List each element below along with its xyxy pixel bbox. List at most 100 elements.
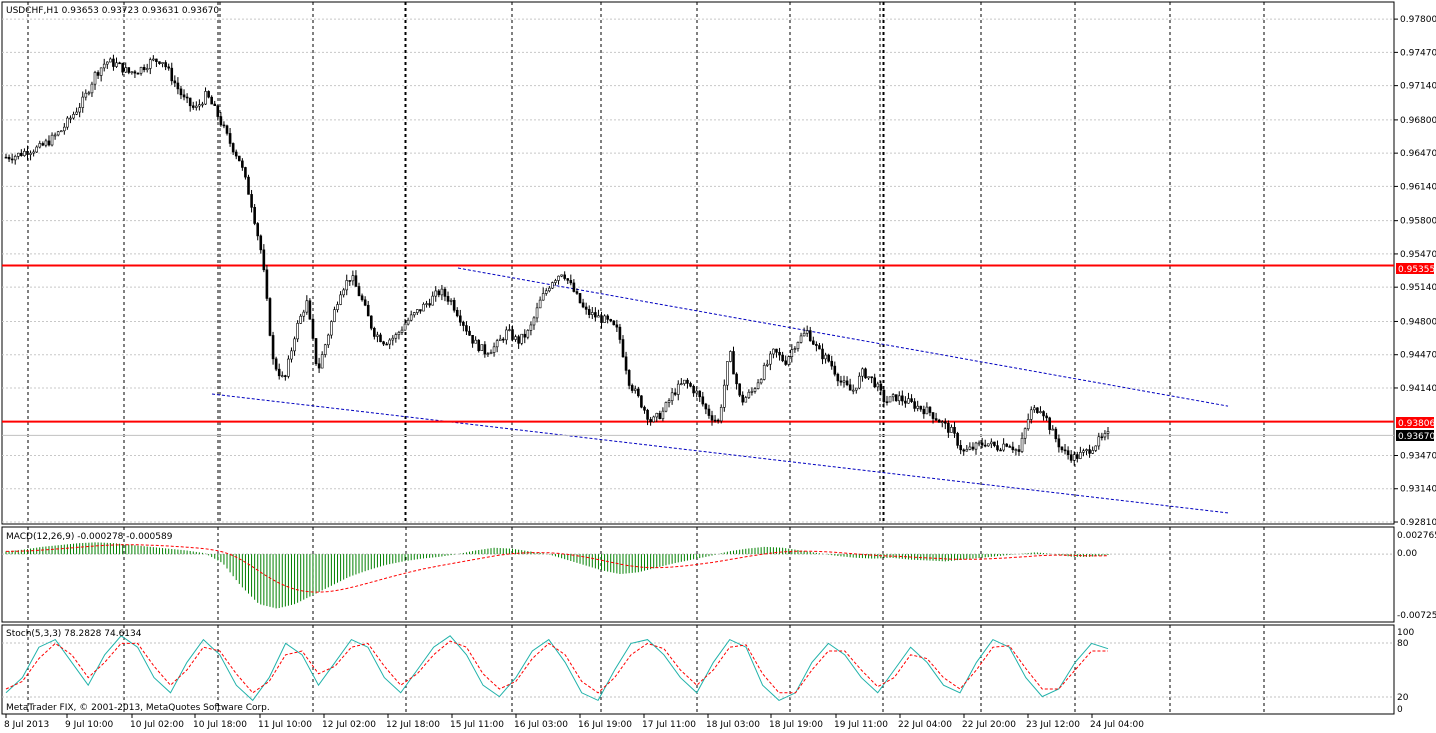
candle-body — [219, 116, 223, 126]
main-price-panel[interactable] — [1, 1, 1395, 525]
candle-body — [471, 335, 474, 344]
candle-body — [459, 315, 462, 323]
candle-body — [1094, 445, 1098, 451]
stoch-panel[interactable] — [1, 624, 1395, 715]
candle-body — [1002, 443, 1005, 451]
candle-body — [284, 375, 287, 377]
candle-body — [560, 274, 563, 277]
candle-body — [993, 441, 996, 446]
candle-body — [726, 361, 729, 386]
candle-body — [1060, 446, 1064, 451]
time-tick-label: 9 Jul 10:00 — [65, 720, 114, 730]
macd-histogram — [2, 542, 1394, 609]
candle-body — [394, 334, 398, 339]
candle-body — [1066, 450, 1070, 456]
candle-body — [176, 82, 180, 90]
trend-line[interactable] — [457, 267, 1229, 407]
candle-body — [775, 348, 778, 353]
price-axis: 0.97800 0.97470 0.97140 0.96800 0.96470 0.961… — [1394, 15, 1436, 528]
price-tick-label: 0.93470 — [1400, 451, 1436, 461]
candle-body — [477, 339, 481, 351]
candle-body — [738, 383, 741, 396]
support-label: 0.93806 — [1396, 417, 1435, 429]
candle-body — [594, 312, 597, 318]
candle-body — [815, 344, 818, 346]
stoch-signal-line — [5, 640, 1108, 694]
candle-body — [848, 384, 852, 391]
candle-body — [600, 315, 603, 323]
candle-body — [1051, 428, 1055, 431]
candle-body — [759, 379, 763, 384]
candle-body — [704, 403, 708, 410]
trend-channel[interactable] — [211, 267, 1229, 514]
candle-body — [403, 323, 407, 331]
candle-body — [741, 394, 745, 403]
candle-body — [247, 176, 250, 195]
candle-body — [320, 354, 324, 369]
candle-body — [830, 360, 834, 367]
candle-body — [744, 397, 748, 403]
candle-body — [953, 426, 956, 434]
candle-body — [765, 363, 769, 366]
candle-body — [919, 405, 923, 410]
candle-body — [686, 379, 689, 384]
candle-body — [1011, 446, 1015, 451]
candle-body — [1069, 454, 1073, 461]
candle-body — [268, 298, 272, 336]
candle-body — [474, 339, 477, 344]
trend-line[interactable] — [211, 393, 1229, 514]
candle-body — [566, 278, 570, 281]
resistance-label: 0.95355 — [1396, 263, 1435, 275]
candle-body — [962, 449, 966, 452]
candle-body — [986, 443, 990, 447]
candle-body — [342, 289, 345, 296]
candle-body — [587, 309, 591, 315]
candle-body — [535, 307, 539, 319]
candle-body — [538, 299, 542, 309]
candle-body — [173, 80, 177, 84]
candle-body — [698, 390, 702, 398]
candle-body — [406, 319, 410, 325]
candle-body — [428, 303, 431, 306]
candle-body — [422, 303, 425, 312]
candle-body — [1008, 446, 1012, 448]
macd-panel[interactable] — [1, 526, 1395, 623]
candle-body — [907, 398, 910, 404]
candle-body — [431, 295, 434, 306]
candle-body — [142, 67, 146, 71]
candle-body — [673, 392, 677, 395]
candle-body — [1014, 449, 1018, 451]
candle-body — [1045, 415, 1048, 419]
candle-body — [23, 151, 26, 156]
candle-body — [262, 249, 266, 271]
candle-body — [808, 330, 812, 342]
candle-body — [864, 368, 867, 379]
candle-body — [133, 71, 137, 74]
candle-body — [155, 58, 158, 62]
candle-body — [824, 354, 827, 360]
time-tick-label: 17 Jul 11:00 — [642, 720, 696, 730]
time-tick-label: 18 Jul 03:00 — [706, 720, 760, 730]
candle-body — [827, 354, 830, 362]
candle-body — [207, 91, 210, 98]
macd-level-bottom: -0.007258 — [1397, 611, 1436, 621]
horizontal-levels[interactable] — [2, 264, 1394, 436]
candle-body — [658, 412, 662, 420]
candle-body — [974, 442, 978, 450]
price-tick-label: 0.94470 — [1400, 351, 1436, 361]
candle-body — [188, 97, 192, 107]
candle-body — [336, 304, 339, 310]
svg-text:0.95355: 0.95355 — [1398, 265, 1435, 275]
candle-body — [222, 124, 226, 127]
candle-body — [772, 348, 775, 355]
candle-body — [1079, 452, 1082, 459]
candle-body — [170, 67, 174, 82]
candle-body — [821, 348, 824, 360]
candle-body — [333, 309, 336, 322]
time-tick-label: 16 Jul 19:00 — [578, 720, 632, 730]
candle-body — [529, 324, 533, 331]
stoch-level-20: 20 — [1397, 693, 1409, 703]
time-axis: 8 Jul 2013 9 Jul 10:00 10 Jul 02:00 10 Jul … — [4, 714, 1144, 730]
candle-body — [397, 332, 401, 335]
